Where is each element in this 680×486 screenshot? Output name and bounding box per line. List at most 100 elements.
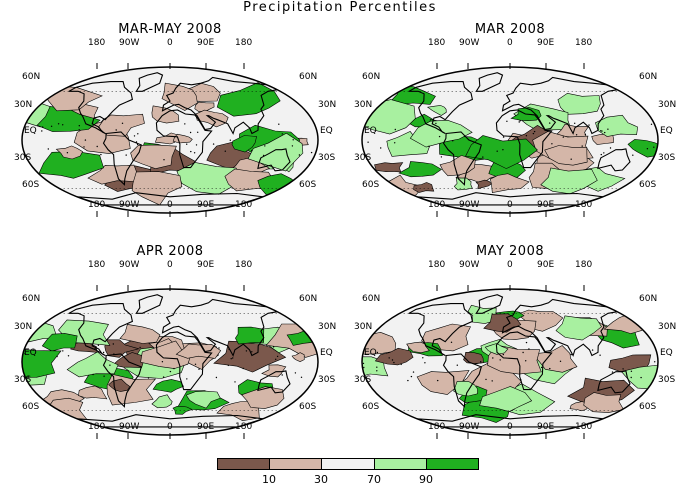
lon-label-bottom: 180	[575, 200, 593, 210]
grid-dot	[502, 136, 505, 138]
percentile-region	[595, 114, 639, 137]
lon-label-bottom: 180	[235, 200, 253, 210]
grid-dot	[96, 145, 98, 148]
panel-title: MAY 2008	[475, 244, 545, 259]
grid-dot	[218, 347, 220, 349]
grid-dot	[41, 130, 43, 132]
grid-dot	[275, 358, 277, 360]
lat-label-left: 60S	[22, 402, 40, 412]
grid-dot	[281, 133, 283, 135]
grid-dot	[551, 143, 553, 145]
coastline	[495, 331, 553, 391]
lat-label-right: 60N	[299, 72, 318, 82]
grid-dot	[276, 355, 279, 358]
coastline	[155, 109, 213, 169]
percentile-region	[583, 392, 625, 413]
grid-dot	[169, 370, 172, 373]
lat-label-left: 30N	[14, 322, 33, 332]
grid-dot	[251, 149, 253, 152]
grid-dot	[407, 379, 409, 382]
coastline	[135, 294, 164, 314]
lat-label-left: 30N	[354, 100, 373, 110]
grid-dot	[394, 142, 396, 144]
grid-dot	[115, 129, 117, 131]
grid-dot	[162, 376, 165, 378]
lon-label-bottom: 180	[428, 422, 446, 432]
legend-swatch-70-90	[374, 458, 427, 470]
percentile-region	[151, 394, 173, 409]
grid-dot	[163, 159, 165, 161]
lon-label-bottom: 90W	[459, 200, 480, 210]
lon-label-top: 90W	[459, 260, 480, 270]
percentile-region	[151, 105, 180, 124]
lat-label-right: EQ	[320, 126, 333, 136]
grid-dot	[300, 376, 303, 378]
coastline	[135, 72, 164, 92]
grid-dot	[234, 381, 236, 383]
panel-title: MAR-MAY 2008	[118, 22, 222, 37]
lon-label-bottom: 90E	[197, 422, 215, 432]
percentile-region	[172, 406, 193, 415]
coastline	[68, 81, 134, 134]
grid-dot	[195, 144, 198, 146]
grid-dot	[522, 351, 524, 354]
panel-title: APR 2008	[136, 244, 204, 259]
grid-dot	[559, 360, 562, 362]
lat-label-left: 60N	[22, 72, 41, 82]
lon-label-bottom: 90E	[197, 200, 215, 210]
grid-dot	[518, 121, 520, 123]
grid-dot	[480, 361, 482, 363]
grid-dot	[194, 363, 197, 365]
coastline	[155, 331, 213, 391]
grid-dot	[41, 126, 44, 128]
lon-label-top: 180	[235, 38, 253, 48]
lat-label-left: 60S	[22, 180, 40, 190]
percentile-region	[41, 333, 78, 352]
coastline	[475, 294, 504, 314]
percentile-region	[185, 390, 221, 409]
grid-dot	[84, 139, 87, 141]
grid-dot	[609, 147, 612, 149]
grid-dot	[519, 120, 521, 122]
percentile-region	[489, 173, 530, 194]
lat-label-right: 60S	[639, 402, 657, 412]
grid-dot	[581, 145, 583, 147]
lon-label-top: 0	[167, 260, 173, 270]
legend-tick-label: 90	[419, 473, 433, 486]
grid-dot	[251, 351, 253, 353]
grid-dot	[601, 130, 603, 132]
grid-dot	[161, 361, 164, 363]
map-panel-may: MAY 2008 60N 60N 30N 30N EQ EQ 30S 30S 60S 60S 180…	[340, 244, 680, 462]
lon-label-top: 0	[507, 260, 513, 270]
percentile-region	[22, 348, 62, 378]
lon-label-bottom: 90W	[119, 200, 140, 210]
lat-label-right: 30N	[658, 100, 677, 110]
percentile-region	[130, 144, 177, 170]
percentile-region	[112, 352, 144, 368]
percentile-region	[398, 161, 443, 178]
grid-dot	[193, 152, 196, 154]
coastline	[416, 192, 604, 206]
lon-label-bottom: 0	[507, 200, 513, 210]
grid-dot	[485, 378, 487, 381]
grid-dot	[103, 375, 105, 377]
grid-dot	[27, 376, 29, 378]
grid-dot	[502, 353, 504, 356]
grid-dot	[391, 359, 394, 361]
grid-dot	[528, 348, 530, 350]
coastline	[501, 298, 620, 357]
grid-dot	[278, 123, 280, 125]
lat-label-left: EQ	[24, 126, 37, 136]
lon-label-top: 0	[507, 38, 513, 48]
grid-dot	[47, 148, 49, 150]
map-svg	[21, 285, 319, 439]
grid-dot	[245, 350, 248, 352]
grid-dot	[362, 362, 365, 365]
grid-dot	[428, 145, 430, 147]
lat-label-right: 30S	[658, 153, 676, 163]
coastline	[501, 76, 620, 135]
grid-dot	[83, 146, 85, 148]
grid-dot	[102, 351, 105, 354]
percentile-region	[479, 386, 533, 412]
percentile-region	[119, 324, 161, 344]
